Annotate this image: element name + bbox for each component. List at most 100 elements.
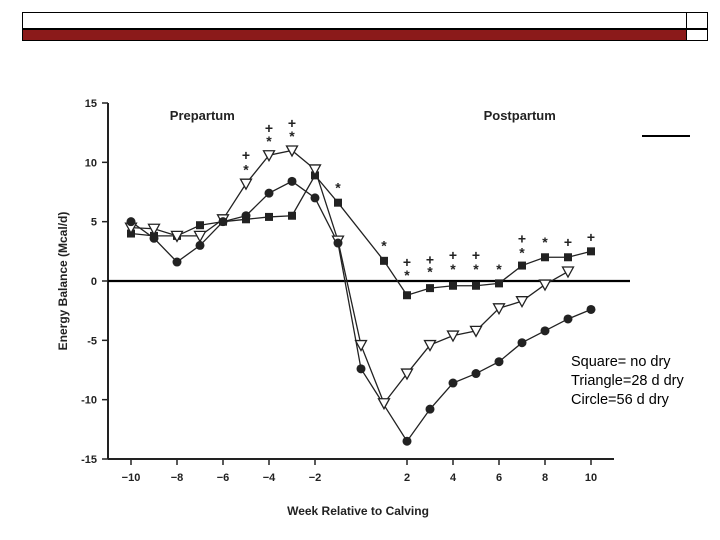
significance-asterisk: *	[289, 128, 295, 144]
circle-point	[540, 326, 550, 336]
circle-point	[586, 304, 596, 314]
circle-point	[425, 404, 435, 414]
x-tick-label: −6	[217, 472, 230, 484]
significance-plus: +	[403, 254, 411, 270]
square-point	[541, 253, 549, 262]
triangle-point	[354, 339, 368, 352]
significance-plus: +	[265, 120, 273, 136]
square-point	[265, 212, 273, 221]
significance-plus: +	[587, 229, 595, 245]
circle-point	[402, 436, 412, 446]
legend-circle: Circle=56 d dry	[571, 392, 669, 408]
square-point	[380, 256, 388, 265]
significance-plus: +	[564, 234, 572, 250]
circle-point	[149, 233, 159, 243]
title-bar-corner-box	[686, 12, 708, 29]
circle-point	[218, 217, 228, 227]
triangle-point	[400, 368, 414, 381]
significance-asterisk: *	[243, 161, 249, 177]
x-tick-label: 4	[450, 472, 457, 484]
circle-point	[471, 369, 481, 379]
y-tick-label: 0	[91, 276, 97, 288]
prepartum-label: Prepartum	[170, 108, 235, 123]
legend: Square= no dry Triangle=28 d dry Circle=…	[571, 353, 684, 410]
y-tick-label: 10	[85, 157, 97, 169]
circle-point	[126, 217, 136, 227]
significance-asterisk: *	[427, 264, 433, 280]
triangle-point	[469, 325, 483, 338]
x-axis-label: Week Relative to Calving	[287, 504, 429, 518]
square-point	[334, 198, 342, 207]
triangle-point	[170, 230, 184, 243]
postpartum-label: Postpartum	[484, 108, 556, 123]
triangle-point	[239, 178, 253, 191]
square-point	[495, 279, 503, 288]
circle-point	[195, 240, 205, 250]
y-tick-label: 15	[85, 98, 97, 110]
accent-bar-corner-box	[686, 29, 708, 41]
triangle-point	[561, 266, 575, 279]
triangle-point	[423, 339, 437, 352]
significance-plus: +	[242, 147, 250, 163]
significance-asterisk: *	[381, 237, 387, 253]
triangle-point	[147, 223, 161, 236]
circle-point	[310, 193, 320, 203]
significance-asterisk: *	[519, 245, 525, 261]
triangle-point	[492, 303, 506, 316]
x-tick-label: 6	[496, 472, 502, 484]
circle-point	[287, 176, 297, 186]
circle-point	[494, 357, 504, 367]
triangle-point	[515, 296, 529, 309]
triangle-point	[308, 164, 322, 177]
square-point	[564, 253, 572, 262]
series-line-circle	[130, 180, 592, 443]
square-point	[449, 281, 457, 290]
circle-point	[517, 338, 527, 348]
x-tick-label: −2	[309, 472, 322, 484]
triangle-point	[262, 150, 276, 163]
significance-plus: +	[449, 247, 457, 263]
significance-asterisk: *	[404, 267, 410, 283]
x-tick-label: −10	[122, 472, 141, 484]
square-point	[426, 284, 434, 293]
y-tick-label: -15	[81, 454, 97, 466]
significance-plus: +	[426, 252, 434, 268]
y-axis-label: Energy Balance (Mcal/d)	[56, 212, 70, 351]
square-point	[288, 211, 296, 220]
x-tick-label: −4	[263, 472, 276, 484]
significance-asterisk: *	[335, 179, 341, 195]
square-point	[196, 221, 204, 230]
square-point	[472, 281, 480, 290]
significance-asterisk: *	[496, 261, 502, 277]
significance-plus: +	[518, 230, 526, 246]
x-tick-label: 10	[585, 472, 597, 484]
circle-point	[172, 257, 182, 267]
x-tick-label: 2	[404, 472, 410, 484]
square-point	[403, 291, 411, 300]
series-line-triangle	[130, 149, 569, 405]
x-tick-label: −8	[171, 472, 184, 484]
significance-asterisk: *	[266, 133, 272, 149]
significance-plus: +	[472, 247, 480, 263]
significance-plus: +	[288, 115, 296, 131]
circle-point	[563, 314, 573, 324]
circle-point	[333, 238, 343, 248]
significance-asterisk: *	[542, 234, 548, 250]
circle-point	[241, 211, 251, 221]
legend-square: Square= no dry	[571, 354, 671, 370]
triangle-point	[285, 145, 299, 158]
square-point	[518, 261, 526, 270]
circle-point	[264, 188, 274, 198]
triangle-point	[377, 398, 391, 411]
y-tick-label: -10	[81, 395, 97, 407]
x-tick-label: 8	[542, 472, 548, 484]
significance-asterisk: *	[450, 261, 456, 277]
triangle-point	[193, 230, 207, 243]
triangle-point	[538, 279, 552, 292]
square-point	[587, 247, 595, 256]
legend-triangle: Triangle=28 d dry	[571, 373, 684, 389]
circle-point	[448, 378, 458, 388]
significance-asterisk: *	[473, 261, 479, 277]
y-tick-label: 5	[91, 217, 97, 229]
